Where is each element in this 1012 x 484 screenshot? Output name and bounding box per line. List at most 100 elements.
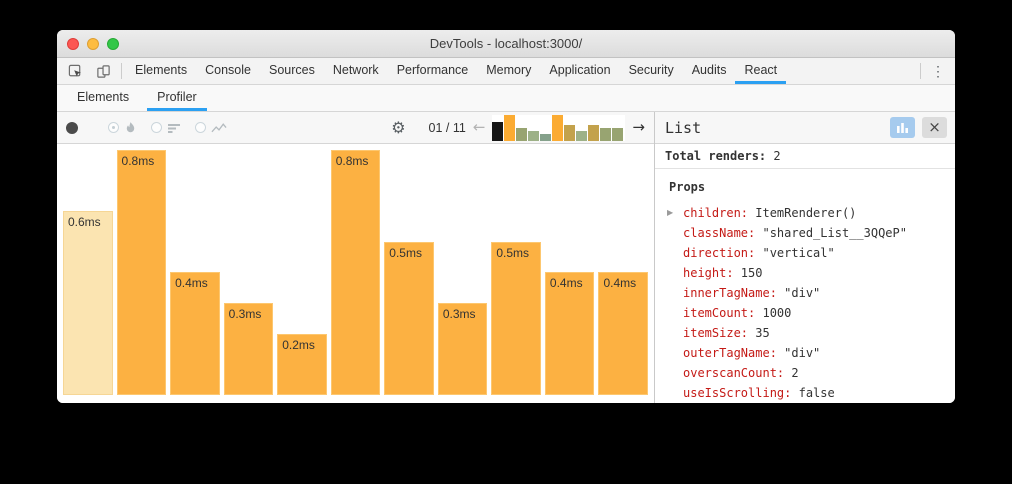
right-arrow-icon: → <box>632 118 645 136</box>
prop-row: className: "shared_List__3QQeP" <box>665 223 945 243</box>
commit-bar[interactable]: 0.3ms <box>437 303 488 395</box>
commit-bar[interactable]: 0.5ms <box>384 242 434 395</box>
zoom-traffic-light[interactable] <box>107 38 119 50</box>
total-renders-value: 2 <box>773 149 781 163</box>
prop-value: ItemRenderer() <box>748 206 857 220</box>
prop-row: itemSize: 35 <box>665 323 945 343</box>
tab-console[interactable]: Console <box>205 62 251 77</box>
prop-row: ▶ children: ItemRenderer() <box>665 203 945 223</box>
commit-bar-label: 0.8ms <box>121 154 155 168</box>
tab-react[interactable]: React <box>735 58 787 84</box>
react-sub-tab-bar: Elements Profiler <box>57 85 955 112</box>
commit-bar[interactable]: 0.3ms <box>223 303 274 395</box>
snapshot-minimap-bar[interactable] <box>576 130 588 141</box>
device-toolbar-button[interactable] <box>89 58 117 84</box>
tab-application[interactable]: Application <box>549 62 611 77</box>
props-section: Props ▶ children: ItemRenderer() className… <box>655 169 955 403</box>
snapshot-minimap-bar[interactable] <box>612 127 624 141</box>
commit-bar[interactable]: 0.4ms <box>544 272 595 395</box>
prop-row: outerTagName: "div" <box>665 343 945 363</box>
tab-bar-spacer <box>786 58 916 84</box>
close-panel-button[interactable]: × <box>922 117 947 138</box>
subtab-profiler[interactable]: Profiler <box>147 85 207 111</box>
prop-row: itemCount: 1000 <box>665 303 945 323</box>
render-chart-toggle-button[interactable] <box>890 117 915 138</box>
ranked-view-radio[interactable] <box>151 122 162 133</box>
commit-chart: 0.6ms 0.8ms 0.4ms 0.3ms 0.2ms 0.8ms 0.5ms 0.3ms… <box>57 144 654 403</box>
toolbar-divider <box>121 63 122 79</box>
prop-key: itemSize: <box>683 326 749 340</box>
prop-value: "div" <box>776 346 821 360</box>
profiler-left-pane: ⚙ 01 / 11 ← → 0.6ms 0.8ms 0.4ms 0.3ms 0.2ms 0… <box>57 112 655 403</box>
props-heading: Props <box>669 180 706 194</box>
commit-bar-label: 0.4ms <box>603 276 637 290</box>
component-panel-header: List × <box>655 112 955 144</box>
inspect-element-button[interactable] <box>61 58 89 84</box>
prop-key: overscanCount: <box>683 366 785 380</box>
left-arrow-icon: ← <box>472 118 486 136</box>
flamegraph-view-radio[interactable] <box>108 122 119 133</box>
commit-bar[interactable]: 0.5ms <box>491 242 541 395</box>
snapshot-minimap-bar[interactable] <box>600 127 612 141</box>
devtools-tab-bar: Elements Console Sources Network Perform… <box>57 58 955 85</box>
tab-elements[interactable]: Elements <box>135 62 188 77</box>
prop-key: itemCount: <box>683 306 756 320</box>
subtab-elements[interactable]: Elements <box>77 89 130 104</box>
prop-row: innerTagName: "div" <box>665 283 945 303</box>
prop-value: "vertical" <box>755 246 835 260</box>
tab-sources[interactable]: Sources <box>268 62 315 77</box>
close-icon: × <box>928 118 941 136</box>
commit-bar[interactable]: 0.4ms <box>598 272 649 395</box>
tab-network[interactable]: Network <box>332 62 379 77</box>
inspect-icon <box>68 64 83 79</box>
snapshot-minimap-bar[interactable] <box>588 124 600 141</box>
component-name: List <box>665 118 702 137</box>
title-bar: DevTools - localhost:3000/ <box>57 30 955 58</box>
next-snapshot-button[interactable]: → <box>632 120 645 135</box>
snapshot-minimap-bar[interactable] <box>552 114 564 141</box>
commit-bar-label: 0.4ms <box>175 276 208 290</box>
close-traffic-light[interactable] <box>67 38 79 50</box>
total-renders-label: Total renders: <box>665 149 767 163</box>
snapshot-minimap-bar[interactable] <box>528 130 540 141</box>
disclosure-triangle-icon[interactable]: ▶ <box>667 208 674 217</box>
snapshot-minimap-bar[interactable] <box>492 121 504 141</box>
commit-bar-label: 0.3ms <box>228 307 262 321</box>
snapshot-minimap-bar[interactable] <box>516 127 528 141</box>
record-button[interactable] <box>66 121 78 134</box>
window-title: DevTools - localhost:3000/ <box>429 36 583 51</box>
commit-bar[interactable]: 0.6ms <box>63 211 113 395</box>
snapshot-minimap-bar[interactable] <box>540 133 552 141</box>
commit-bar[interactable]: 0.8ms <box>330 150 381 395</box>
minimize-traffic-light[interactable] <box>87 38 99 50</box>
tab-memory[interactable]: Memory <box>486 62 532 77</box>
commit-bar[interactable]: 0.2ms <box>277 334 327 395</box>
flame-icon <box>124 121 137 135</box>
commit-bar[interactable]: 0.8ms <box>116 150 167 395</box>
commit-bar-label: 0.3ms <box>442 307 476 321</box>
profiler-content: ⚙ 01 / 11 ← → 0.6ms 0.8ms 0.4ms 0.3ms 0.2ms 0… <box>57 112 955 403</box>
snapshot-minimap-bar[interactable] <box>564 124 576 141</box>
prop-key: children: <box>683 206 749 220</box>
tab-audits[interactable]: Audits <box>691 62 727 77</box>
commit-bar[interactable]: 0.4ms <box>170 272 220 395</box>
prop-key: height: <box>683 266 734 280</box>
interactions-icon <box>211 122 227 134</box>
tab-security[interactable]: Security <box>628 62 674 77</box>
prop-value: "div" <box>776 286 821 300</box>
prop-row: direction: "vertical" <box>665 243 945 263</box>
settings-button[interactable]: ⚙ <box>391 117 406 137</box>
snapshot-minimap-bar[interactable] <box>504 114 516 141</box>
interactions-view-radio[interactable] <box>195 122 206 133</box>
tab-performance[interactable]: Performance <box>396 62 469 77</box>
props-list: ▶ children: ItemRenderer() className: "sha… <box>665 203 945 403</box>
traffic-lights <box>67 38 119 50</box>
prop-key: outerTagName: <box>683 346 777 360</box>
overflow-menu-button[interactable]: ⋮ <box>925 58 951 84</box>
prev-snapshot-button[interactable]: ← <box>473 120 486 135</box>
gear-icon: ⚙ <box>391 117 406 137</box>
snapshot-navigation: 01 / 11 ← → <box>429 114 645 141</box>
prop-key: direction: <box>683 246 756 260</box>
commit-bar-label: 0.5ms <box>389 246 422 260</box>
ranked-icon <box>167 122 181 134</box>
